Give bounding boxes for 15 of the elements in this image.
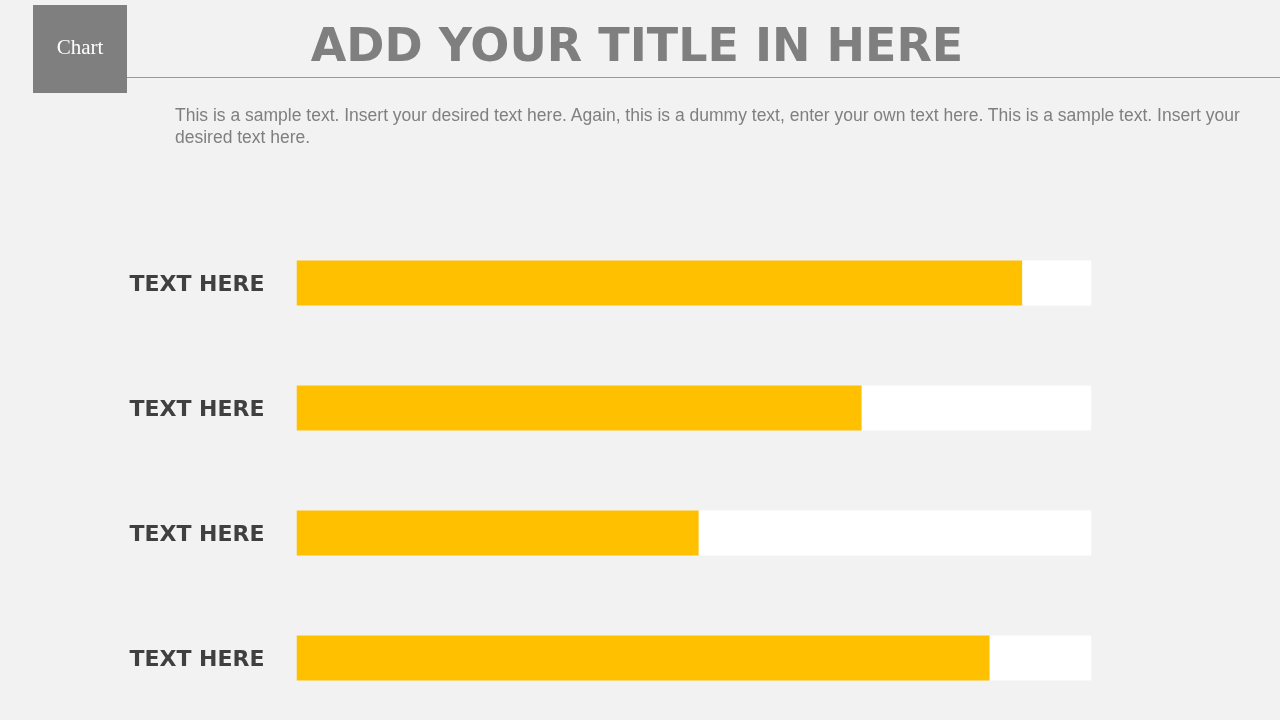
- chart-subtitle: This is a sample text. Insert your desired text here. Again, this is a dummy text, enter your own text here. This is a sample text. Insert your desired text here.: [175, 104, 1241, 148]
- y-tick-label: TEXT HERE: [129, 395, 265, 421]
- y-tick-label: TEXT HERE: [129, 645, 265, 671]
- bar: [296, 260, 1023, 306]
- bar: [1022, 260, 1092, 306]
- y-tick-label: TEXT HERE: [129, 270, 265, 296]
- bar: [861, 385, 1092, 431]
- bar: [296, 510, 699, 556]
- bar: [698, 510, 1092, 556]
- bar: [296, 635, 990, 681]
- bar: [989, 635, 1092, 681]
- y-tick-label: TEXT HERE: [129, 520, 265, 546]
- bar: [296, 385, 862, 431]
- text: Chart: [33, 5, 127, 93]
- chart-title: ADD YOUR TITLE IN HERE: [309, 17, 965, 74]
